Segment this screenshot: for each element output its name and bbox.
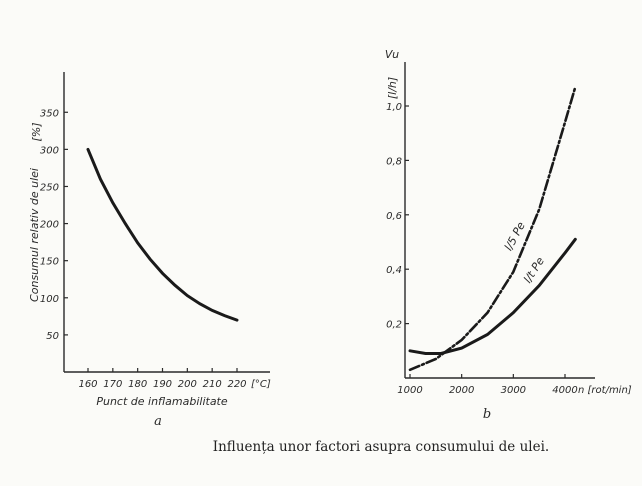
figure-caption: Influența unor factori asupra consumului… [212, 439, 550, 455]
x-tick-label-b: 3000 [501, 385, 526, 396]
x-tick-label-b: 1000 [397, 385, 422, 396]
x-tick-label-a: 160 [78, 379, 97, 390]
y-unit-label-b: [l/h] [386, 77, 399, 99]
y-tick-label-a: 200 [40, 220, 59, 231]
y-axis-title-a: Consumul relativ de ulei [28, 168, 41, 302]
y-unit-label-a: [%] [30, 122, 43, 141]
x-tick-label-a: 170 [103, 379, 122, 390]
x-tick-label-a: 200 [178, 379, 197, 390]
x-unit-label-b: n [rot/min] [578, 385, 632, 396]
x-tick-label-b: 2000 [449, 385, 474, 396]
y-tick-label-b: 0,4 [386, 265, 402, 276]
y-tick-label-a: 300 [40, 145, 59, 156]
y-tick-label-b: 0,6 [386, 211, 402, 222]
series-line-l5pe [408, 85, 577, 372]
x-unit-label-a: [°C] [251, 379, 271, 390]
y-tick-label-a: 100 [40, 294, 59, 305]
y-axis-title-b: Vu [385, 48, 399, 61]
x-tick-label-a: 180 [128, 379, 147, 390]
y-tick-label-a: 350 [40, 108, 59, 119]
x-tick-label-b: 4000 [552, 385, 577, 396]
panel-letter-a: a [154, 414, 162, 429]
x-axis-title-a: Punct de inflamabilitate [96, 395, 228, 408]
x-tick-label-a: 190 [153, 379, 172, 390]
panel-letter-b: b [483, 407, 491, 422]
y-tick-label-a: 150 [40, 257, 59, 268]
series-line-ltpe [408, 237, 577, 355]
x-tick-label-a: 220 [227, 379, 246, 390]
y-tick-label-a: 250 [40, 182, 59, 193]
chart-panel-b: 1000 2000 3000 4000 n [rot/min] 0,2 0,4 0,6 0,8 1… [385, 48, 632, 422]
y-tick-label-b: 0,8 [386, 156, 402, 167]
y-tick-label-a: 50 [46, 331, 59, 342]
x-tick-label-a: 210 [203, 379, 222, 390]
y-tick-label-b: 0,2 [386, 320, 402, 331]
series-line-a [86, 147, 239, 322]
y-tick-label-b: 1,0 [386, 102, 402, 113]
chart-panel-a: 160 170 180 190 200 210 220 [°C] 50 100 150 200 250 3… [28, 72, 271, 429]
